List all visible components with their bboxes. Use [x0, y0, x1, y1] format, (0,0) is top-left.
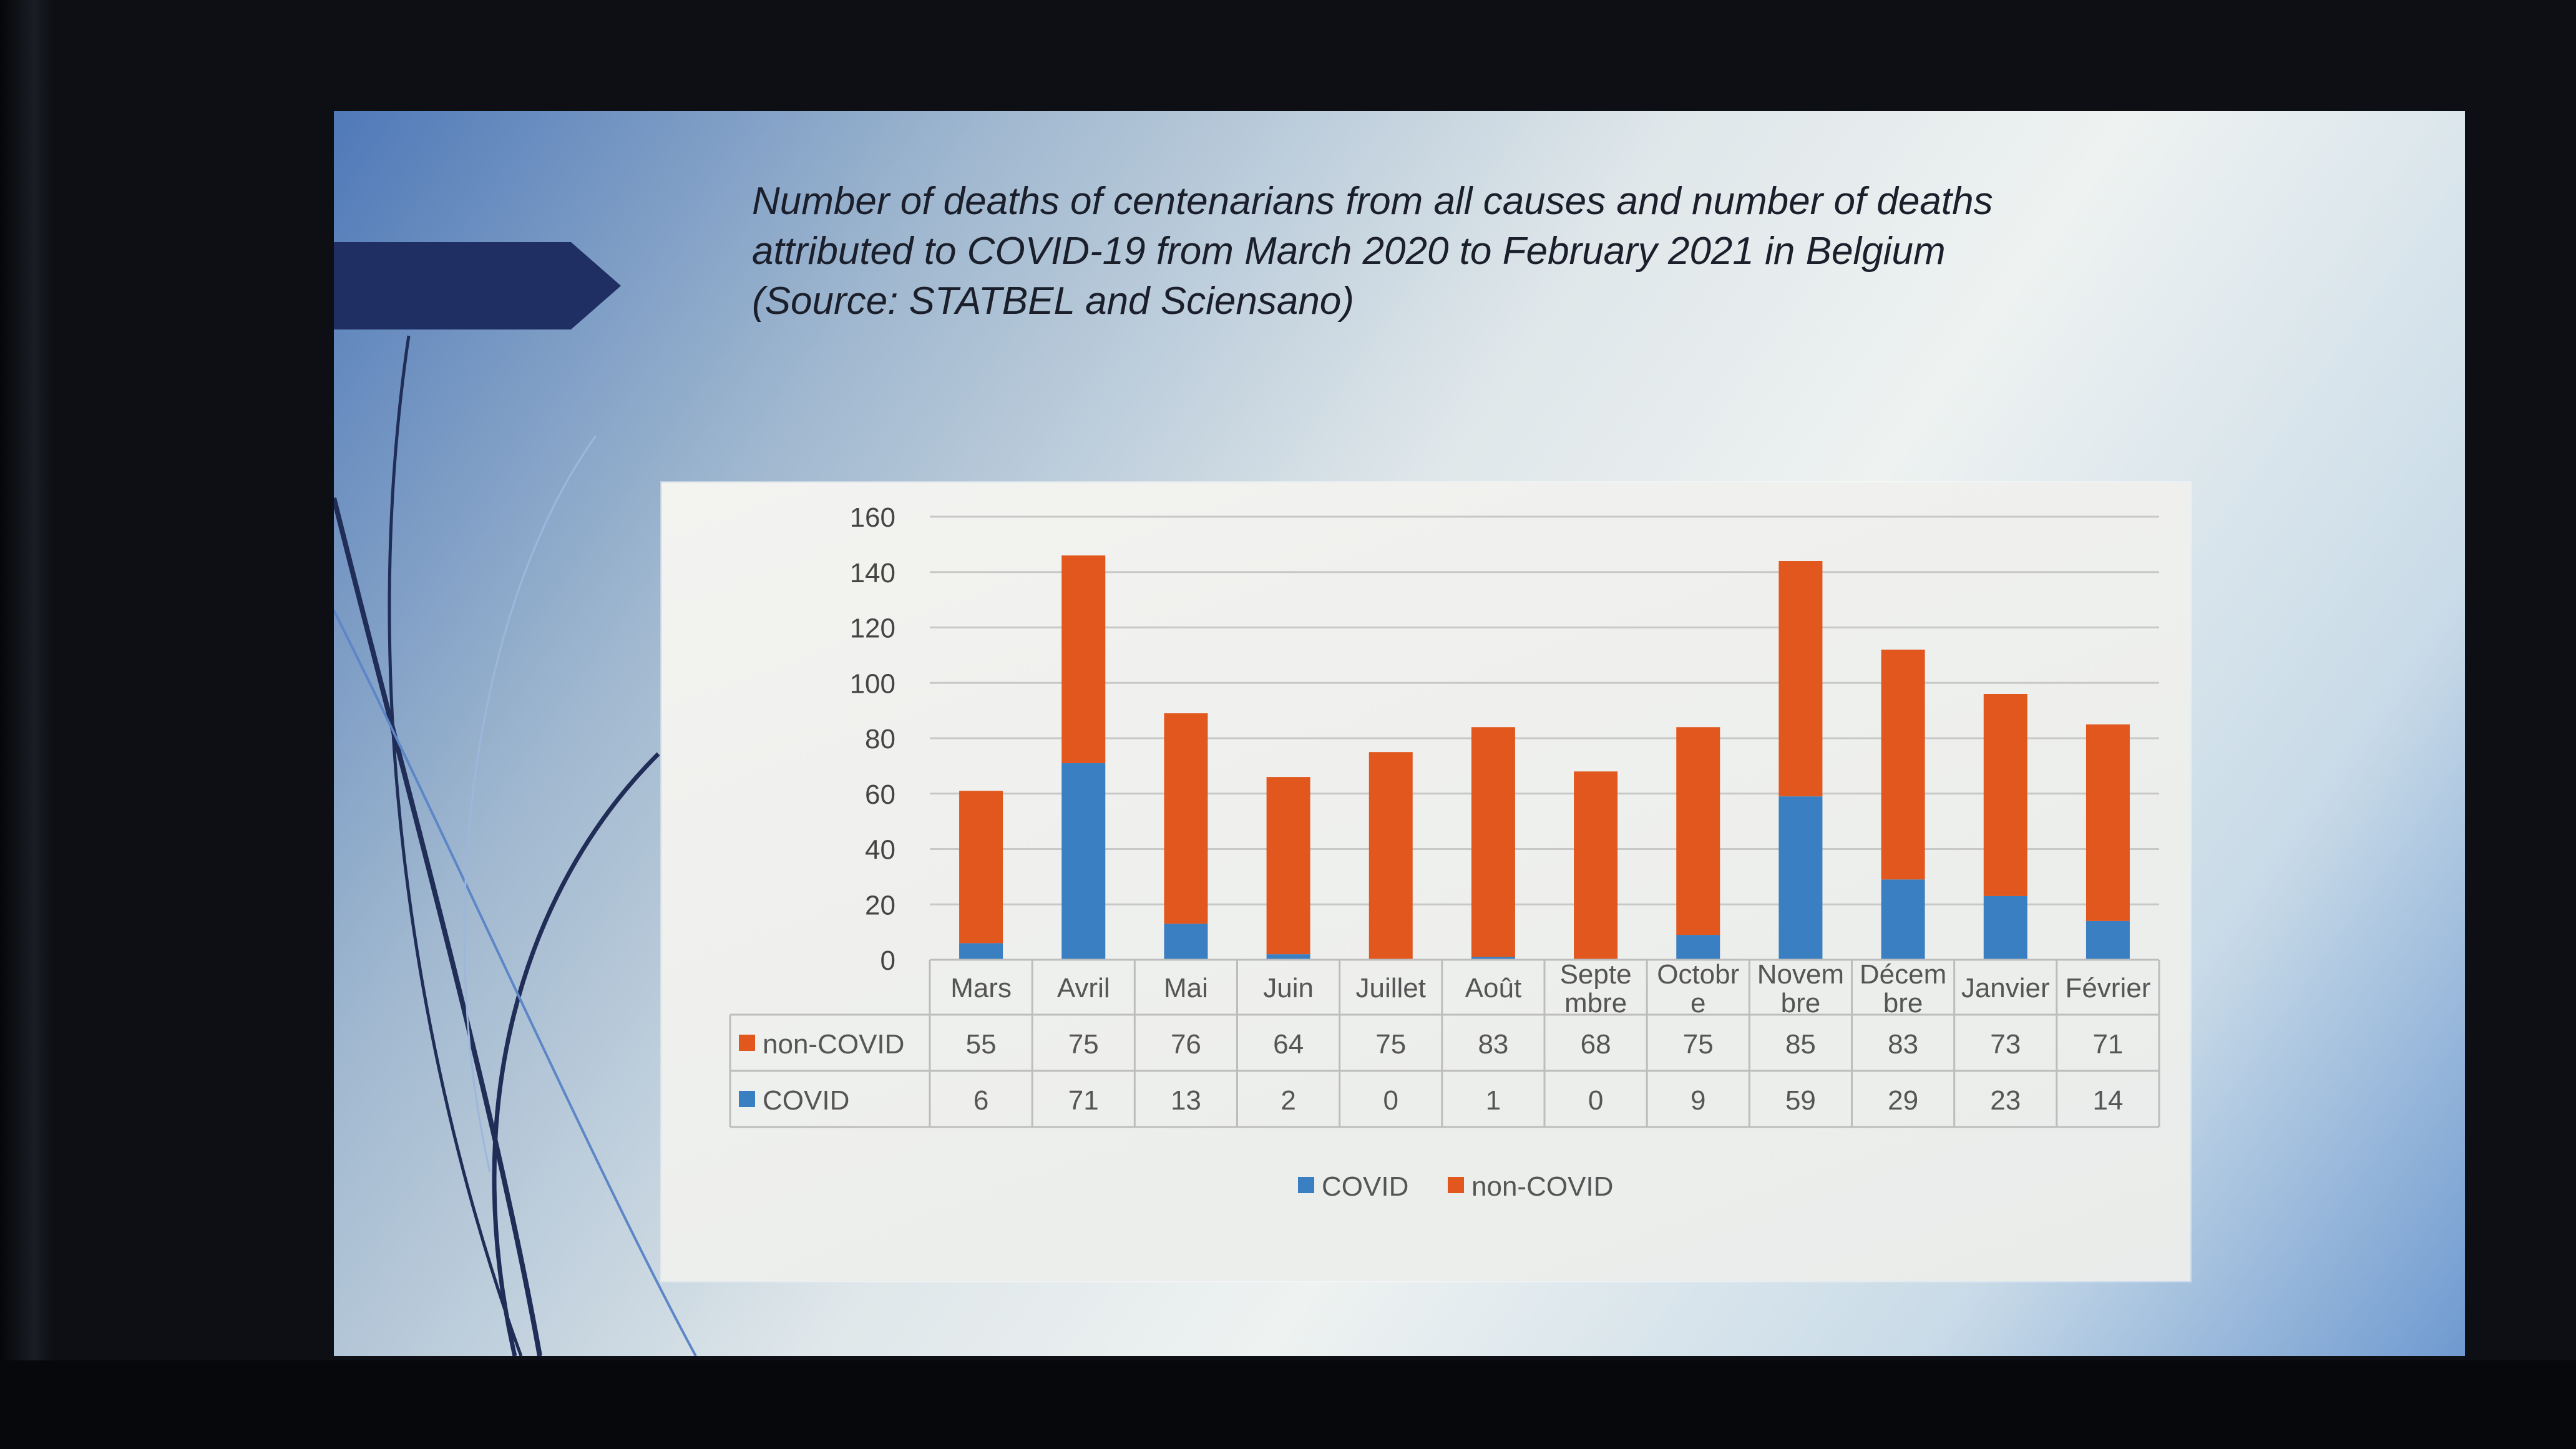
x-tick-label: Novem: [1757, 959, 1844, 990]
x-tick-label: Avril: [1057, 973, 1110, 1003]
chart-panel: 0 20 40 60 80 100 120 140 160 Mars Avril Mai Juin Jui…: [661, 482, 2190, 1281]
table-cell-value: 13: [1171, 1085, 1201, 1116]
x-tick-label: Octobr: [1657, 959, 1739, 990]
table-cell-value: 6: [973, 1085, 988, 1116]
table-cell-value: 73: [1990, 1029, 2021, 1060]
y-tick-label: 60: [865, 779, 895, 810]
title-arrow-tag: [334, 242, 621, 329]
table-row-label: COVID: [763, 1085, 849, 1116]
table-cell-value: 0: [1588, 1085, 1603, 1116]
x-tick-label: Mai: [1164, 973, 1208, 1003]
table-cell-value: 71: [2092, 1029, 2123, 1060]
x-tick-label: Février: [2065, 973, 2150, 1003]
bar-non-covid: [959, 791, 1003, 944]
table-cell-value: 85: [1785, 1029, 1816, 1060]
x-tick-label: Mars: [950, 973, 1012, 1003]
table-cell-value: 83: [1478, 1029, 1508, 1060]
table-legend-swatch: [739, 1035, 755, 1051]
table-legend-swatch: [739, 1091, 755, 1107]
x-tick-label: Septe: [1560, 959, 1632, 990]
y-tick-label: 80: [865, 724, 895, 754]
table-cell-value: 14: [2092, 1085, 2123, 1116]
table-cell-value: 2: [1281, 1085, 1295, 1116]
table-cell-value: 29: [1888, 1085, 1918, 1116]
y-tick-label: 140: [850, 558, 895, 588]
legend-swatch: [1298, 1177, 1314, 1193]
title-line-1: Number of deaths of centenarians from al…: [752, 180, 1993, 223]
presentation-slide: Number of deaths of centenarians from al…: [334, 111, 2465, 1356]
bar-covid: [1983, 895, 2027, 960]
bar-non-covid: [1676, 727, 1720, 935]
bar-non-covid: [1574, 771, 1618, 960]
bar-non-covid: [1266, 777, 1310, 955]
table-cell-value: 75: [1375, 1029, 1406, 1060]
legend-label: COVID: [1322, 1171, 1408, 1202]
monitor-bezel-left: [0, 0, 56, 1449]
x-tick-label: e: [1690, 988, 1705, 1018]
bar-non-covid: [1778, 561, 1823, 797]
x-tick-label: Juillet: [1356, 973, 1427, 1003]
table-cell-value: 76: [1171, 1029, 1201, 1060]
bar-covid: [1676, 935, 1720, 960]
bar-non-covid: [2086, 724, 2130, 921]
monitor-bezel-bottom: [0, 1360, 2576, 1449]
bar-covid: [1778, 796, 1823, 960]
x-tick-label: Août: [1465, 973, 1522, 1003]
y-tick-label: 100: [850, 668, 895, 699]
y-tick-label: 160: [850, 502, 895, 533]
bar-covid: [959, 943, 1003, 960]
y-tick-label: 120: [850, 613, 895, 644]
bar-covid: [1164, 924, 1208, 960]
table-cell-value: 55: [966, 1029, 997, 1060]
table-cell-value: 71: [1068, 1085, 1099, 1116]
decorative-curves: [334, 335, 697, 1356]
bar-covid: [1881, 879, 1925, 960]
bar-non-covid: [1881, 650, 1925, 880]
title-line-2: attributed to COVID-19 from March 2020 t…: [752, 230, 1946, 273]
table-cell-value: 1: [1486, 1085, 1501, 1116]
bar-covid: [1061, 763, 1106, 960]
slide-title: Number of deaths of centenarians from al…: [752, 177, 2187, 326]
x-tick-label: Janvier: [1961, 973, 2050, 1003]
table-cell-value: 68: [1581, 1029, 1611, 1060]
bar-covid: [2086, 920, 2130, 960]
bar-covid: [1266, 954, 1310, 960]
table-cell-value: 75: [1683, 1029, 1714, 1060]
bar-covid: [1471, 957, 1515, 960]
table-cell-value: 59: [1785, 1085, 1816, 1116]
table-cell-value: 0: [1383, 1085, 1398, 1116]
x-tick-label: bre: [1781, 988, 1821, 1018]
x-tick-label: mbre: [1564, 988, 1627, 1018]
bar-non-covid: [1368, 752, 1413, 960]
y-tick-label: 40: [865, 835, 895, 866]
table-cell-value: 9: [1690, 1085, 1705, 1116]
y-tick-label: 0: [881, 945, 895, 976]
table-row-label: non-COVID: [763, 1029, 904, 1060]
x-tick-label: Décem: [1860, 959, 1946, 990]
title-line-3: (Source: STATBEL and Sciensano): [752, 280, 1354, 323]
x-tick-label: bre: [1883, 988, 1923, 1018]
bar-non-covid: [1164, 713, 1208, 924]
legend-label: non-COVID: [1471, 1171, 1613, 1202]
table-cell-value: 64: [1273, 1029, 1304, 1060]
y-tick-label: 20: [865, 890, 895, 920]
x-tick-label: Juin: [1263, 973, 1314, 1003]
bar-non-covid: [1471, 727, 1515, 957]
table-cell-value: 83: [1888, 1029, 1918, 1060]
legend-swatch: [1448, 1177, 1464, 1193]
table-cell-value: 75: [1068, 1029, 1099, 1060]
bar-non-covid: [1983, 694, 2027, 896]
table-cell-value: 23: [1990, 1085, 2021, 1116]
bar-non-covid: [1061, 555, 1106, 763]
